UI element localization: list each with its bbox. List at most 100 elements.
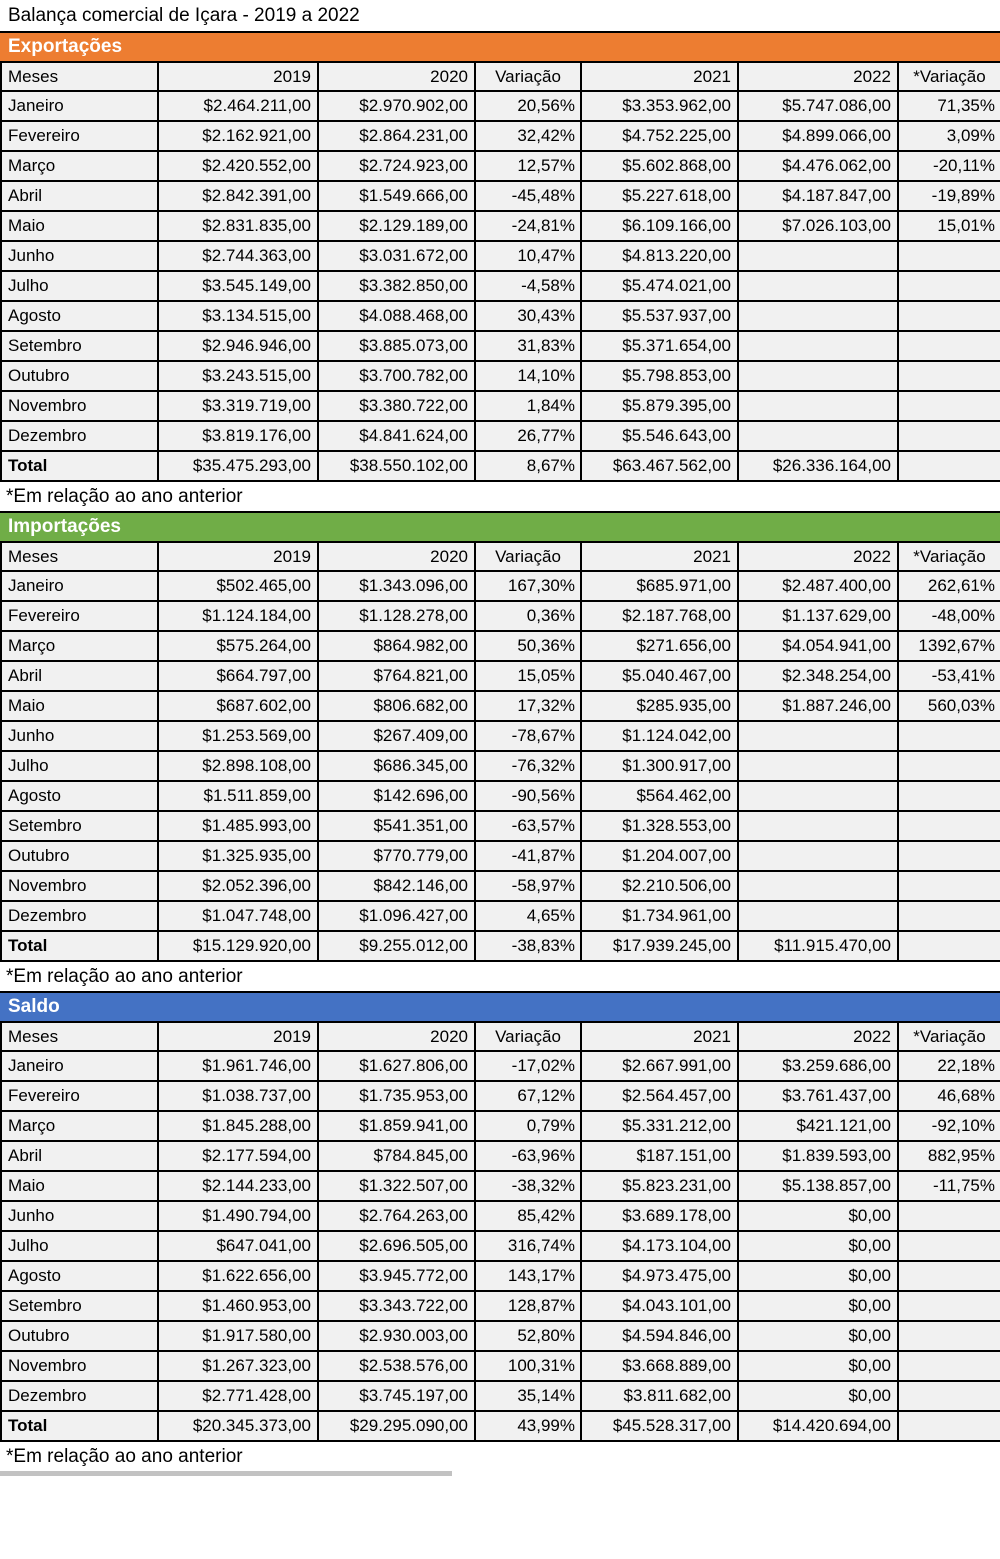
value-cell[interactable]: $1.343.096,00: [317, 570, 476, 602]
value-cell[interactable]: $5.138.857,00: [737, 1170, 899, 1202]
value-cell[interactable]: -45,48%: [474, 180, 582, 212]
value-cell[interactable]: $770.779,00: [317, 840, 476, 872]
row-label-cell[interactable]: Setembro: [0, 1290, 159, 1322]
row-label-cell[interactable]: Julho: [0, 750, 159, 782]
value-cell[interactable]: 882,95%: [897, 1140, 1000, 1172]
value-cell[interactable]: $4.813.220,00: [580, 240, 739, 272]
value-cell[interactable]: -41,87%: [474, 840, 582, 872]
value-cell[interactable]: $2.724.923,00: [317, 150, 476, 182]
value-cell[interactable]: 0,79%: [474, 1110, 582, 1142]
value-cell[interactable]: $541.351,00: [317, 810, 476, 842]
value-cell[interactable]: $2.744.363,00: [157, 240, 319, 272]
column-header-meses[interactable]: Meses: [0, 61, 159, 92]
row-label-cell[interactable]: Junho: [0, 720, 159, 752]
column-header-variacao[interactable]: Variação: [474, 61, 582, 92]
value-cell[interactable]: 46,68%: [897, 1080, 1000, 1112]
row-label-cell[interactable]: Outubro: [0, 360, 159, 392]
row-label-cell[interactable]: Dezembro: [0, 1380, 159, 1412]
value-cell[interactable]: -17,02%: [474, 1050, 582, 1082]
value-cell[interactable]: $4.973.475,00: [580, 1260, 739, 1292]
value-cell[interactable]: [737, 900, 899, 932]
row-label-cell[interactable]: Agosto: [0, 780, 159, 812]
value-cell[interactable]: -38,32%: [474, 1170, 582, 1202]
value-cell[interactable]: $685.971,00: [580, 570, 739, 602]
value-cell[interactable]: $1.253.569,00: [157, 720, 319, 752]
value-cell[interactable]: $2.177.594,00: [157, 1140, 319, 1172]
section-header-exportacoes[interactable]: Exportações: [0, 31, 1000, 61]
value-cell[interactable]: $3.134.515,00: [157, 300, 319, 332]
value-cell[interactable]: $764.821,00: [317, 660, 476, 692]
value-cell[interactable]: -4,58%: [474, 270, 582, 302]
section-header-saldo[interactable]: Saldo: [0, 991, 1000, 1021]
value-cell[interactable]: $4.476.062,00: [737, 150, 899, 182]
row-label-cell[interactable]: Total: [0, 930, 159, 962]
value-cell[interactable]: $1.734.961,00: [580, 900, 739, 932]
row-label-cell[interactable]: Agosto: [0, 1260, 159, 1292]
value-cell[interactable]: $5.474.021,00: [580, 270, 739, 302]
value-cell[interactable]: [737, 360, 899, 392]
value-cell[interactable]: $686.345,00: [317, 750, 476, 782]
value-cell[interactable]: 1,84%: [474, 390, 582, 422]
value-cell[interactable]: $7.026.103,00: [737, 210, 899, 242]
value-cell[interactable]: $2.764.263,00: [317, 1200, 476, 1232]
value-cell[interactable]: -58,97%: [474, 870, 582, 902]
value-cell[interactable]: $2.564.457,00: [580, 1080, 739, 1112]
value-cell[interactable]: $1.038.737,00: [157, 1080, 319, 1112]
value-cell[interactable]: 50,36%: [474, 630, 582, 662]
value-cell[interactable]: [737, 810, 899, 842]
value-cell[interactable]: $564.462,00: [580, 780, 739, 812]
value-cell[interactable]: $267.409,00: [317, 720, 476, 752]
column-header-2021[interactable]: 2021: [580, 61, 739, 92]
row-label-cell[interactable]: Junho: [0, 240, 159, 272]
value-cell[interactable]: $3.700.782,00: [317, 360, 476, 392]
value-cell[interactable]: $864.982,00: [317, 630, 476, 662]
value-cell[interactable]: $1.267.323,00: [157, 1350, 319, 1382]
value-cell[interactable]: 30,43%: [474, 300, 582, 332]
value-cell[interactable]: $1.887.246,00: [737, 690, 899, 722]
column-header-variacao[interactable]: Variação: [474, 1021, 582, 1052]
column-header-2022[interactable]: 2022: [737, 1021, 899, 1052]
value-cell[interactable]: $3.031.672,00: [317, 240, 476, 272]
value-cell[interactable]: 15,01%: [897, 210, 1000, 242]
column-header-variacao[interactable]: Variação: [474, 541, 582, 572]
row-label-cell[interactable]: Março: [0, 150, 159, 182]
value-cell[interactable]: 10,47%: [474, 240, 582, 272]
value-cell[interactable]: $5.747.086,00: [737, 90, 899, 122]
value-cell[interactable]: $4.043.101,00: [580, 1290, 739, 1322]
value-cell[interactable]: [897, 810, 1000, 842]
value-cell[interactable]: 143,17%: [474, 1260, 582, 1292]
value-cell[interactable]: $3.343.722,00: [317, 1290, 476, 1322]
value-cell[interactable]: 52,80%: [474, 1320, 582, 1352]
value-cell[interactable]: [897, 1380, 1000, 1412]
value-cell[interactable]: [897, 900, 1000, 932]
column-header-2020[interactable]: 2020: [317, 61, 476, 92]
value-cell[interactable]: $3.668.889,00: [580, 1350, 739, 1382]
value-cell[interactable]: $2.187.768,00: [580, 600, 739, 632]
value-cell[interactable]: $3.353.962,00: [580, 90, 739, 122]
value-cell[interactable]: $1.047.748,00: [157, 900, 319, 932]
value-cell[interactable]: $2.842.391,00: [157, 180, 319, 212]
value-cell[interactable]: $1.622.656,00: [157, 1260, 319, 1292]
value-cell[interactable]: $1.300.917,00: [580, 750, 739, 782]
value-cell[interactable]: [737, 780, 899, 812]
value-cell[interactable]: $4.594.846,00: [580, 1320, 739, 1352]
value-cell[interactable]: 31,83%: [474, 330, 582, 362]
value-cell[interactable]: 14,10%: [474, 360, 582, 392]
value-cell[interactable]: $806.682,00: [317, 690, 476, 722]
value-cell[interactable]: [897, 780, 1000, 812]
value-cell[interactable]: [897, 1260, 1000, 1292]
value-cell[interactable]: $1.549.666,00: [317, 180, 476, 212]
value-cell[interactable]: 1392,67%: [897, 630, 1000, 662]
value-cell[interactable]: 71,35%: [897, 90, 1000, 122]
value-cell[interactable]: $2.144.233,00: [157, 1170, 319, 1202]
value-cell[interactable]: $1.322.507,00: [317, 1170, 476, 1202]
value-cell[interactable]: [897, 930, 1000, 962]
value-cell[interactable]: $3.945.772,00: [317, 1260, 476, 1292]
value-cell[interactable]: $1.917.580,00: [157, 1320, 319, 1352]
value-cell[interactable]: $14.420.694,00: [737, 1410, 899, 1442]
column-header-2020[interactable]: 2020: [317, 541, 476, 572]
value-cell[interactable]: $5.546.643,00: [580, 420, 739, 452]
value-cell[interactable]: [897, 1320, 1000, 1352]
value-cell[interactable]: $502.465,00: [157, 570, 319, 602]
value-cell[interactable]: $2.487.400,00: [737, 570, 899, 602]
